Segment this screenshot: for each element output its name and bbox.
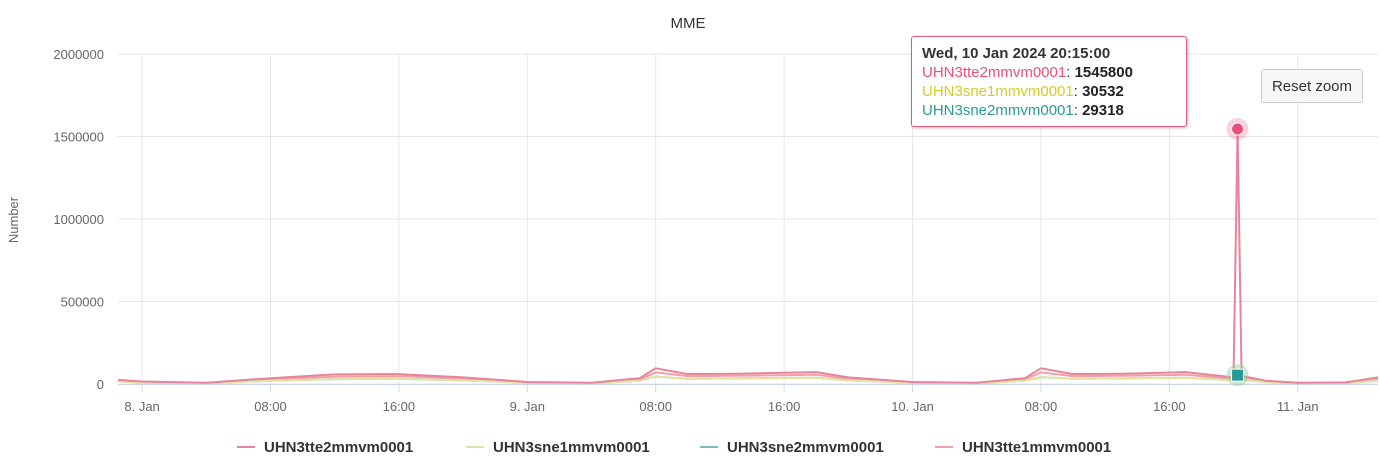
y-tick-label: 2000000 bbox=[53, 47, 104, 62]
legend: UHN3tte2mmvm0001 UHN3sne1mmvm0001 UHN3sne2… bbox=[237, 439, 1111, 456]
x-tick-label: 8. Jan bbox=[124, 399, 159, 414]
x-tick-label: 16:00 bbox=[1153, 399, 1186, 414]
hover-marker-square bbox=[1231, 368, 1245, 382]
hover-marker-circle bbox=[1231, 122, 1245, 136]
tooltip-row: UHN3sne1mmvm0001: 30532 bbox=[922, 83, 1124, 100]
tooltip-header: Wed, 10 Jan 2024 20:15:00 bbox=[922, 45, 1111, 62]
tooltip-series-name: UHN3tte2mmvm0001 bbox=[922, 64, 1067, 81]
legend-item-UHN3tte1mmvm0001[interactable]: UHN3tte1mmvm0001 bbox=[962, 439, 1111, 456]
y-tick-label: 0 bbox=[97, 377, 104, 392]
legend-item-UHN3tte2mmvm0001[interactable]: UHN3tte2mmvm0001 bbox=[264, 439, 413, 456]
tooltip-value: 1545800 bbox=[1074, 64, 1133, 81]
chart-tooltip: Wed, 10 Jan 2024 20:15:00 UHN3tte2mmvm00… bbox=[911, 36, 1187, 127]
tooltip-value: 30532 bbox=[1082, 83, 1124, 100]
x-tick-label: 08:00 bbox=[254, 399, 287, 414]
tooltip-series-name: UHN3sne1mmvm0001 bbox=[922, 83, 1074, 100]
chart-title: MME bbox=[671, 15, 706, 32]
y-tick-label: 1500000 bbox=[53, 130, 104, 145]
legend-item-UHN3sne1mmvm0001[interactable]: UHN3sne1mmvm0001 bbox=[493, 439, 650, 456]
x-tick-label: 08:00 bbox=[639, 399, 672, 414]
x-tick-label: 16:00 bbox=[768, 399, 801, 414]
x-axis-ticks: 8. Jan 08:00 16:00 9. Jan 08:00 16:00 10. Jan 0… bbox=[124, 399, 1318, 414]
y-tick-label: 500000 bbox=[61, 295, 104, 310]
x-tick-label: 16:00 bbox=[383, 399, 416, 414]
legend-item-UHN3sne2mmvm0001[interactable]: UHN3sne2mmvm0001 bbox=[727, 439, 884, 456]
y-axis-ticks: 0 500000 1000000 1500000 2000000 bbox=[53, 47, 104, 392]
tooltip-row: UHN3tte2mmvm0001: 1545800 bbox=[922, 64, 1133, 81]
x-gridlines bbox=[118, 54, 1378, 392]
series-line-UHN3tte2mmvm0001 bbox=[117, 127, 1379, 384]
reset-zoom-button[interactable]: Reset zoom bbox=[1261, 69, 1363, 103]
hover-markers bbox=[1226, 117, 1249, 387]
y-axis-title: Number bbox=[6, 196, 21, 243]
x-tick-label: 9. Jan bbox=[510, 399, 545, 414]
tooltip-row: UHN3sne2mmvm0001: 29318 bbox=[922, 102, 1124, 119]
tooltip-value: 29318 bbox=[1082, 102, 1124, 119]
x-tick-label: 08:00 bbox=[1025, 399, 1058, 414]
x-tick-label: 11. Jan bbox=[1277, 399, 1319, 414]
tooltip-series-name: UHN3sne2mmvm0001 bbox=[922, 102, 1074, 119]
y-tick-label: 1000000 bbox=[53, 212, 104, 227]
x-tick-label: 10. Jan bbox=[891, 399, 934, 414]
